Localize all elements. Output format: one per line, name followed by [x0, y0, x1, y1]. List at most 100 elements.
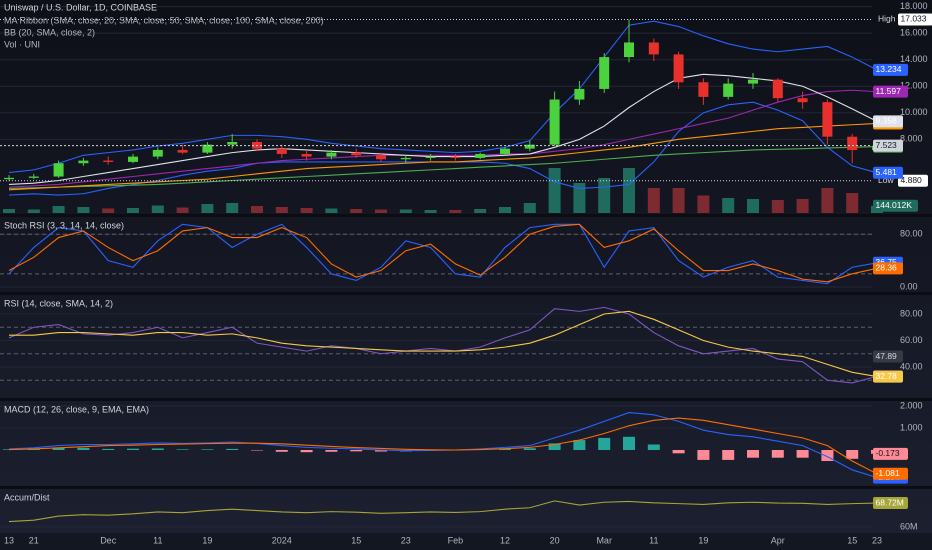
candle-body — [276, 148, 287, 154]
volume-bar — [399, 209, 412, 213]
y-tick-label: 80.00 — [900, 308, 923, 318]
volume-bar — [771, 200, 784, 213]
histogram-bar — [375, 450, 387, 452]
badge-label: -1.081 — [876, 468, 900, 478]
histogram-bar — [548, 443, 561, 451]
price-badge — [873, 370, 903, 383]
candle-body — [53, 163, 64, 177]
extreme-label: High — [878, 14, 896, 24]
pane-separator — [0, 292, 932, 295]
x-tick-label: 15 — [351, 535, 361, 545]
candle-body — [450, 156, 461, 158]
price-badge — [873, 63, 908, 76]
volume-bar — [598, 178, 611, 213]
x-tick-label: 23 — [872, 535, 882, 545]
indicator-title: BB (20, SMA, close, 2) — [4, 27, 95, 37]
candle-body — [376, 155, 386, 160]
y-tick-label: 8.000 — [900, 134, 923, 144]
indicator-line — [8, 417, 878, 475]
candle-body — [78, 160, 89, 164]
indicator-line — [9, 310, 878, 378]
candle-body — [797, 98, 808, 103]
volume-bar — [201, 204, 214, 213]
candle-body — [500, 148, 510, 154]
histogram-bar — [350, 450, 363, 452]
y-tick-label: 16.000 — [900, 28, 928, 38]
x-tick-label: 19 — [202, 535, 212, 545]
volume-bar — [251, 206, 263, 213]
volume-bar — [523, 203, 536, 213]
volume-bar — [127, 208, 139, 213]
volume-bar — [325, 208, 338, 213]
price-badge — [873, 447, 908, 460]
volume-bar — [548, 168, 561, 213]
histogram-bar — [523, 448, 536, 451]
volume-bar — [226, 203, 239, 213]
histogram-bar — [201, 449, 214, 451]
volume-bar — [424, 210, 437, 213]
volume-bar — [821, 188, 834, 213]
candle-body — [748, 79, 758, 84]
x-tick-label: 11 — [153, 535, 162, 545]
histogram-bar — [102, 448, 115, 451]
badge-label: 9.358 — [876, 116, 898, 126]
volume-bar — [722, 198, 735, 213]
pane-separator — [0, 398, 932, 401]
histogram-bar — [747, 450, 759, 458]
indicator-line — [8, 223, 878, 283]
y-tick-label: 40.00 — [900, 361, 923, 371]
badge-label: 36.75 — [876, 257, 898, 267]
histogram-bar — [846, 450, 859, 459]
volume-bar — [102, 208, 115, 213]
volume-bar — [52, 206, 65, 213]
candle-body — [400, 157, 411, 160]
pane-title: RSI (14, close, SMA, 14, 2) — [4, 298, 113, 308]
price-badge — [873, 166, 903, 179]
histogram-bar — [722, 450, 735, 460]
histogram-bar — [226, 448, 239, 451]
histogram-bar — [796, 450, 809, 458]
x-tick-label: Mar — [596, 535, 612, 545]
candle-body — [28, 176, 39, 178]
x-tick-label: 20 — [550, 535, 560, 545]
indicator-title: Vol · UNI — [4, 39, 40, 49]
x-tick-label: 12 — [500, 535, 510, 545]
volume-bar — [449, 210, 462, 213]
candle-body — [549, 99, 560, 145]
badge-label: 13.234 — [876, 64, 902, 74]
ma-line — [8, 146, 878, 190]
candle-body — [152, 149, 163, 157]
candle-body — [227, 142, 238, 145]
histogram-bar — [598, 437, 611, 451]
candle-body — [673, 54, 684, 83]
y-tick-label: 0.00 — [900, 281, 918, 291]
candle-body — [772, 79, 783, 99]
volume-bar — [77, 207, 90, 213]
ma-line — [8, 122, 878, 191]
indicator-line — [8, 223, 878, 285]
y-tick-label: 80.00 — [900, 229, 923, 239]
y-tick-label: 14.000 — [900, 54, 928, 64]
x-tick-label: 15 — [847, 535, 857, 545]
pane-title: Accum/Dist — [4, 492, 50, 502]
candle-body — [351, 152, 362, 156]
histogram-bar — [52, 447, 65, 451]
candle-body — [177, 149, 188, 153]
histogram-bar — [821, 450, 834, 462]
volume-bar — [623, 168, 635, 213]
candle-body — [822, 102, 833, 137]
histogram-bar — [623, 436, 635, 451]
price-badge — [873, 262, 903, 275]
volume-bar — [300, 208, 313, 213]
candle-body — [599, 57, 610, 89]
candle-body — [574, 88, 585, 100]
histogram-bar — [771, 450, 784, 458]
volume-bar — [474, 209, 487, 213]
histogram-bar — [573, 440, 586, 451]
candle-body — [648, 42, 659, 55]
time-axis — [0, 533, 932, 550]
badge-label: -0.173 — [876, 448, 900, 458]
badge-label: 11.597 — [876, 86, 902, 96]
volume-bar — [672, 188, 685, 213]
